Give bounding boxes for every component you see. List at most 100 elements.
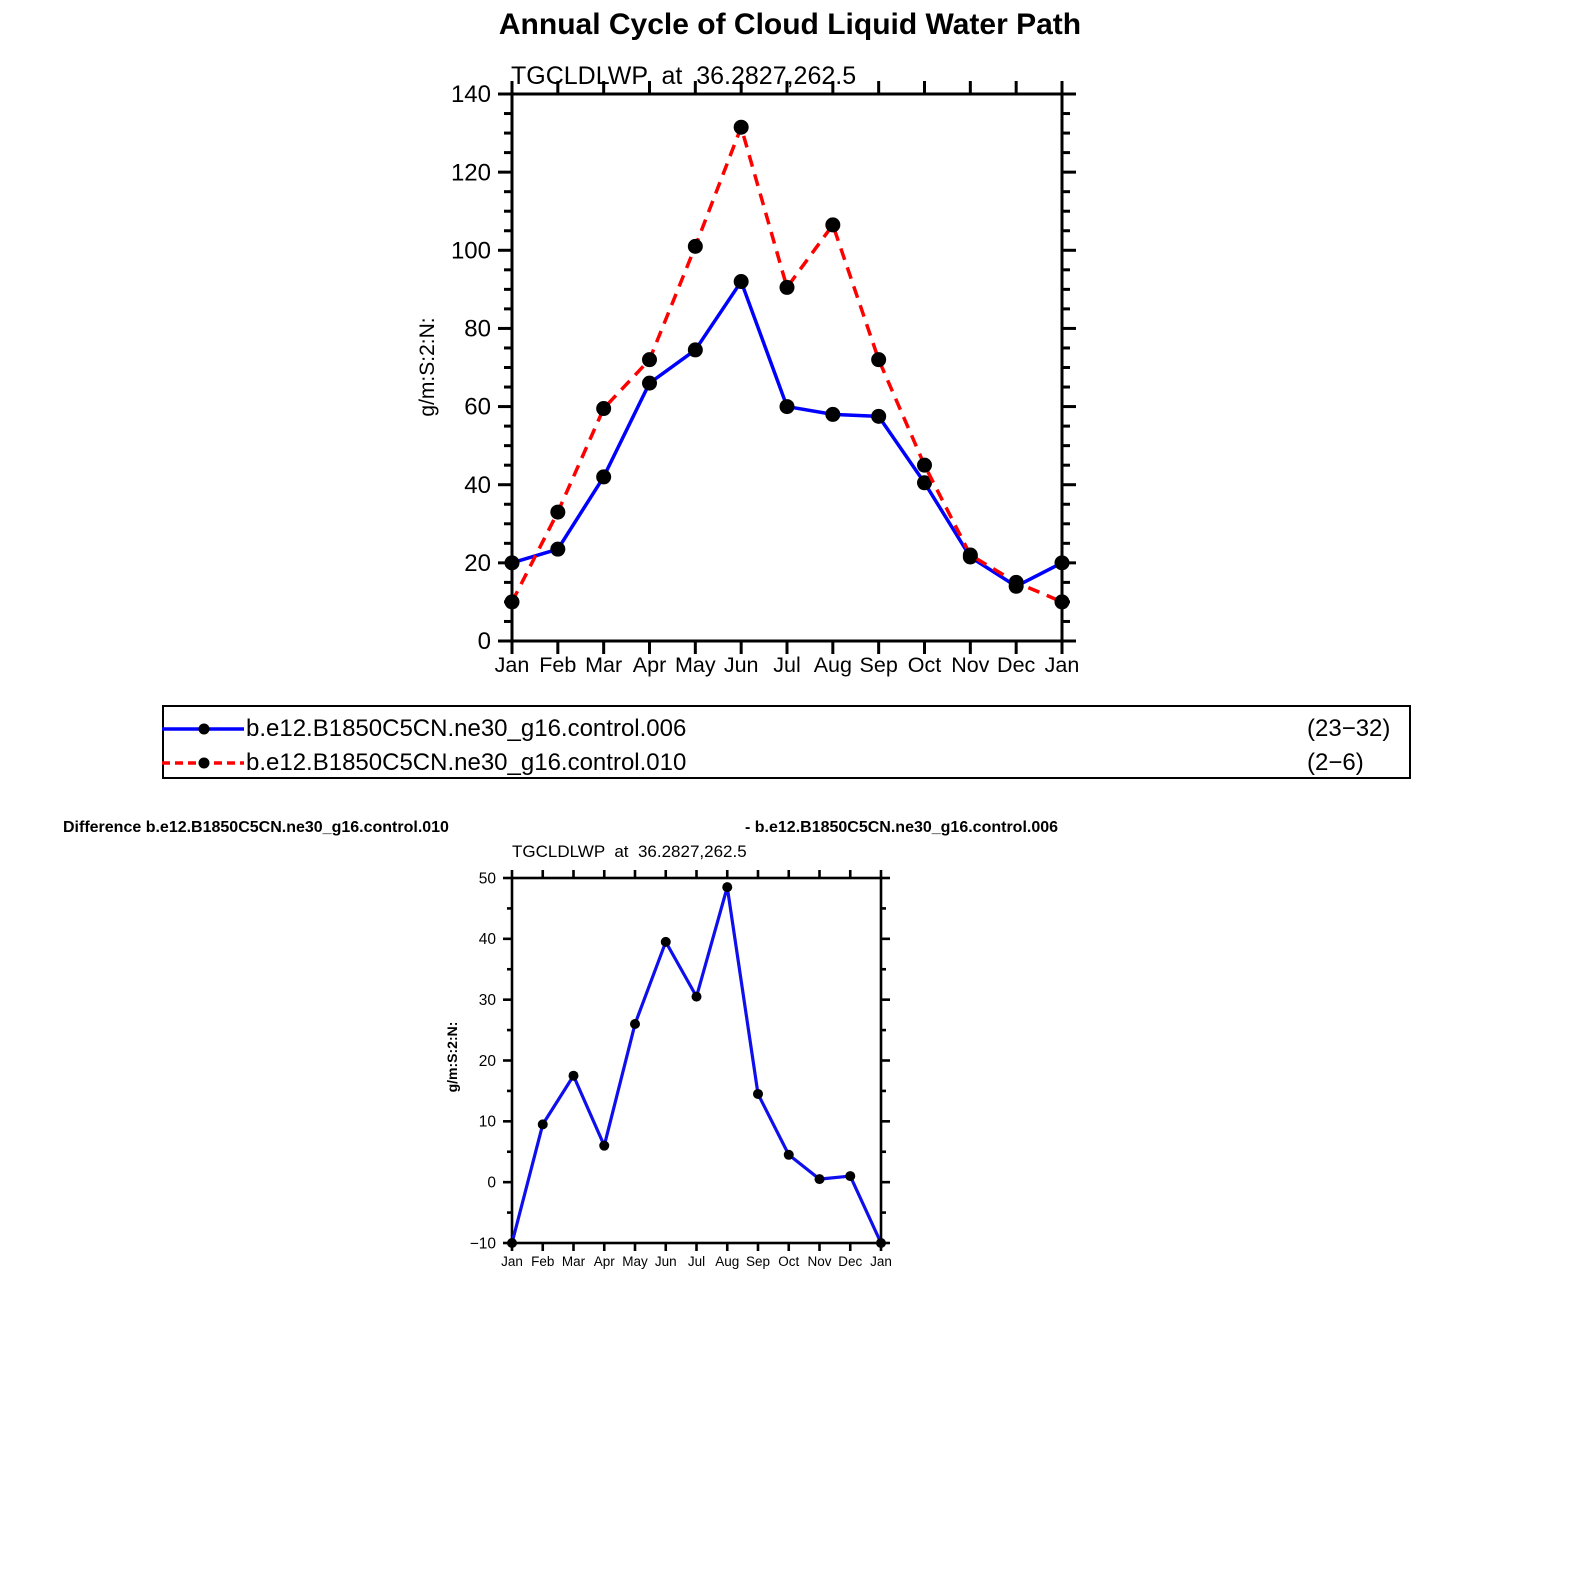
data-point-dot xyxy=(845,1171,856,1182)
axis-frame xyxy=(510,876,883,1245)
legend-line-sample-solid xyxy=(162,723,244,735)
y-tick-label: 20 xyxy=(479,1053,497,1070)
series-line-1 xyxy=(510,125,1063,604)
data-point-dot xyxy=(876,1238,886,1248)
data-point-dot xyxy=(504,594,520,610)
data-point-dot xyxy=(687,238,703,254)
y-tick-label: 60 xyxy=(464,394,491,421)
y-tick-label: 100 xyxy=(451,237,491,264)
month-label: Oct xyxy=(778,1254,799,1269)
data-point-dot xyxy=(825,217,841,233)
y-tick-label: 30 xyxy=(479,992,497,1009)
data-point-dot xyxy=(917,457,932,473)
month-label: Apr xyxy=(633,653,666,677)
data-point-dot xyxy=(753,1088,763,1099)
data-point-dot xyxy=(599,1140,610,1151)
data-point-dot xyxy=(691,991,702,1002)
diff-chart-title-right: - b.e12.B1850C5CN.ne30_g16.control.006 xyxy=(745,819,1059,836)
series-line-0 xyxy=(510,885,883,1244)
data-point-dot xyxy=(687,342,703,358)
legend-line-sample-dashed xyxy=(162,757,244,769)
legend-box: b.e12.B1850C5CN.ne30_g16.control.006 (23… xyxy=(162,705,1411,779)
month-label: May xyxy=(622,1254,648,1269)
legend-entry-control-010: b.e12.B1850C5CN.ne30_g16.control.010 (2−… xyxy=(162,746,1364,780)
data-point-dot xyxy=(871,408,887,424)
y-tick-label: 0 xyxy=(487,1174,496,1191)
y-tick-label: −10 xyxy=(470,1235,497,1252)
data-point-dot xyxy=(568,1070,579,1081)
data-point-dot xyxy=(550,541,566,557)
legend-label-control-010: b.e12.B1850C5CN.ne30_g16.control.010 xyxy=(246,749,687,776)
data-point-dot xyxy=(1054,594,1070,610)
month-label: Apr xyxy=(594,1254,616,1269)
legend-entry-control-006: b.e12.B1850C5CN.ne30_g16.control.006 (23… xyxy=(162,712,1390,746)
diff-chart-subtitle: TGCLDLWP at 36.2827,262.5 xyxy=(512,842,747,861)
data-point-dot xyxy=(1054,555,1070,571)
data-point-dot xyxy=(722,882,733,893)
diff-chart-title-left: Difference b.e12.B1850C5CN.ne30_g16.cont… xyxy=(63,819,449,836)
legend-label-control-006: b.e12.B1850C5CN.ne30_g16.control.006 xyxy=(246,715,687,742)
data-point-dot xyxy=(507,1238,517,1248)
top-chart-y-axis-label: g/m:S:2:N: xyxy=(416,317,439,417)
y-tick-label: 80 xyxy=(464,316,491,343)
legend-years-control-010: (2−6) xyxy=(1307,749,1364,776)
data-point-dot xyxy=(779,279,795,295)
legend-marker-dot xyxy=(198,723,210,735)
month-label: Jul xyxy=(773,653,800,677)
y-tick-label: 40 xyxy=(479,931,497,948)
top-chart-subtitle: TGCLDLWP at 36.2827,262.5 xyxy=(511,62,857,90)
month-label: Nov xyxy=(807,1254,831,1269)
data-point-dot xyxy=(630,1019,640,1029)
month-label: Jun xyxy=(724,653,759,677)
month-label: Dec xyxy=(838,1254,862,1269)
month-label: Aug xyxy=(715,1254,739,1269)
data-point-dot xyxy=(825,406,841,422)
y-tick-label: 140 xyxy=(451,81,491,108)
data-point-dot xyxy=(733,274,749,290)
month-label: Nov xyxy=(951,653,989,677)
data-point-dot xyxy=(783,1149,794,1160)
month-label: Jun xyxy=(655,1254,677,1269)
month-label: Feb xyxy=(539,653,576,677)
data-point-dot xyxy=(504,555,520,571)
month-label: Oct xyxy=(908,653,941,677)
month-label: Aug xyxy=(814,653,852,677)
diff-chart-y-axis-label: g/m:S:2:N: xyxy=(444,1021,460,1093)
data-point-dot xyxy=(596,469,612,485)
month-label: May xyxy=(675,653,716,677)
data-point-dot xyxy=(660,936,671,947)
month-label: Jan xyxy=(1045,653,1080,677)
month-label: Sep xyxy=(860,653,898,677)
data-point-dot xyxy=(871,352,887,368)
data-point-dot xyxy=(917,475,932,491)
data-point-dot xyxy=(962,547,978,563)
month-label: Sep xyxy=(746,1254,770,1269)
data-point-dot xyxy=(642,352,657,368)
data-point-dot xyxy=(1008,574,1024,590)
top-chart-title: Annual Cycle of Cloud Liquid Water Path xyxy=(498,8,1082,41)
y-tick-label: 40 xyxy=(464,472,491,499)
data-point-dot xyxy=(779,399,795,415)
data-point-dot xyxy=(537,1119,548,1130)
month-label: Jan xyxy=(870,1254,892,1269)
legend-years-control-006: (23−32) xyxy=(1307,715,1391,742)
y-tick-label: 20 xyxy=(464,550,491,577)
month-label: Feb xyxy=(531,1254,554,1269)
y-tick-label: 120 xyxy=(451,159,491,186)
month-label: Mar xyxy=(562,1254,586,1269)
y-tick-label: 50 xyxy=(479,870,497,887)
data-point-dot xyxy=(550,504,566,520)
month-label: Mar xyxy=(585,653,622,677)
month-label: Dec xyxy=(997,653,1035,677)
month-label: Jan xyxy=(501,1254,523,1269)
data-point-dot xyxy=(814,1174,825,1185)
y-tick-label: 0 xyxy=(478,628,491,655)
series-line-0 xyxy=(511,279,1063,589)
data-point-dot xyxy=(596,401,612,417)
data-point-dot xyxy=(642,375,657,391)
data-point-dot xyxy=(733,119,749,135)
month-label: Jul xyxy=(688,1254,705,1269)
legend-marker-dot xyxy=(198,757,210,769)
